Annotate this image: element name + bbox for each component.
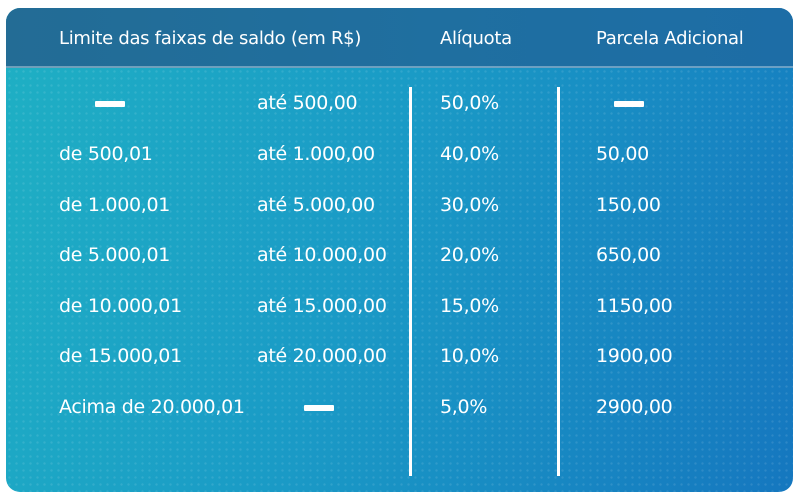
cell-from: de 500,01 [59, 143, 153, 165]
table-header: Limite das faixas de saldo (em R$) Alíqu… [6, 8, 793, 68]
cell-rate: 40,0% [440, 143, 499, 165]
cell-rate: 15,0% [440, 295, 499, 317]
cell-extra: 50,00 [596, 143, 649, 165]
cell-rate: 20,0% [440, 244, 499, 266]
cell-to: até 500,00 [257, 92, 358, 114]
cell-extra: 150,00 [596, 194, 661, 216]
header-range-limits: Limite das faixas de saldo (em R$) [59, 28, 362, 49]
cell-from: Acima de 20.000,01 [59, 396, 245, 418]
cell-rate: 10,0% [440, 345, 499, 367]
cell-from: de 1.000,01 [59, 194, 171, 216]
cell-to: até 20.000,00 [257, 345, 387, 367]
cell-rate: 30,0% [440, 194, 499, 216]
column-divider-right [557, 87, 560, 476]
dash-placeholder [304, 405, 334, 411]
cell-extra: 2900,00 [596, 396, 673, 418]
cell-to: até 15.000,00 [257, 295, 387, 317]
cell-extra: 1900,00 [596, 345, 673, 367]
cell-extra: 1150,00 [596, 295, 673, 317]
column-divider-left [409, 87, 412, 476]
header-rate: Alíquota [440, 28, 512, 49]
dash-placeholder [614, 101, 644, 107]
cell-extra: 650,00 [596, 244, 661, 266]
cell-to: até 10.000,00 [257, 244, 387, 266]
cell-from: de 15.000,01 [59, 345, 182, 367]
header-additional-installment: Parcela Adicional [596, 28, 744, 49]
cell-to: até 5.000,00 [257, 194, 375, 216]
cell-to: até 1.000,00 [257, 143, 375, 165]
cell-rate: 50,0% [440, 92, 499, 114]
tax-table-card: Limite das faixas de saldo (em R$) Alíqu… [6, 8, 793, 492]
cell-from: de 5.000,01 [59, 244, 171, 266]
dash-placeholder [95, 101, 125, 107]
cell-from: de 10.000,01 [59, 295, 182, 317]
cell-rate: 5,0% [440, 396, 488, 418]
